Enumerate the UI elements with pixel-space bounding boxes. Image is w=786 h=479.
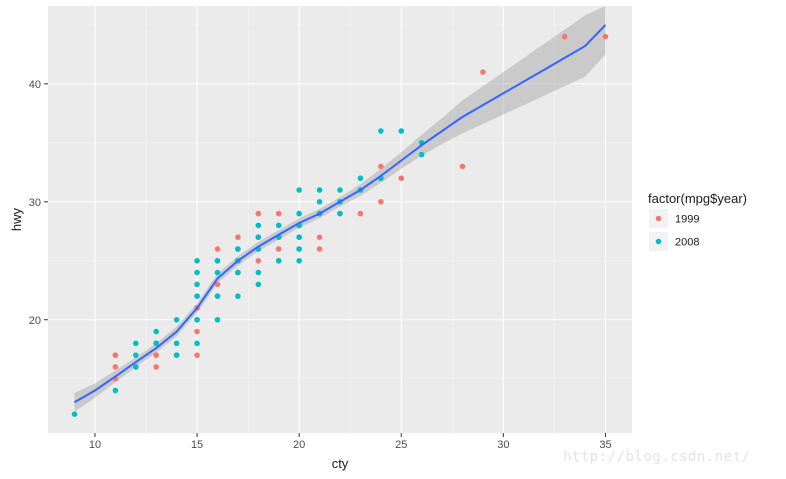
y-axis: 20 30 40 — [29, 79, 48, 327]
point-2008 — [153, 328, 160, 335]
point-1999 — [459, 163, 466, 170]
point-1999 — [255, 210, 262, 217]
x-axis: 10 15 20 25 30 35 — [89, 433, 612, 451]
point-1999 — [480, 69, 486, 75]
point-2008 — [235, 293, 241, 299]
point-1999 — [398, 175, 405, 182]
point-2008 — [133, 340, 139, 347]
point-2008 — [153, 340, 160, 347]
legend-label-1999: 1999 — [675, 214, 699, 226]
watermark-text: http://blog.csdn.net/ — [563, 449, 751, 465]
point-2008 — [235, 269, 241, 276]
points-layer — [71, 33, 609, 417]
point-1999 — [194, 328, 200, 335]
point-2008 — [296, 257, 302, 264]
point-2008 — [337, 210, 343, 217]
point-1999 — [316, 246, 323, 252]
legend: factor(mpg$year) 1999 2008 — [648, 191, 747, 251]
x-tick-label: 30 — [497, 439, 509, 451]
point-2008 — [255, 281, 262, 288]
smooth-line-layer — [74, 24, 607, 404]
point-2008 — [112, 387, 119, 394]
point-2008 — [418, 151, 425, 158]
legend-swatch-1999 — [655, 215, 662, 222]
point-2008 — [194, 293, 200, 299]
plot-panel — [48, 6, 632, 433]
x-tick-label: 15 — [191, 439, 203, 451]
smooth-ribbon — [74, 6, 606, 412]
y-tick-label: 20 — [29, 315, 41, 327]
point-2008 — [296, 246, 302, 252]
point-1999 — [357, 210, 364, 217]
legend-items: 1999 2008 — [649, 209, 699, 251]
point-1999 — [316, 234, 323, 240]
point-2008 — [378, 128, 384, 134]
x-tick-label: 10 — [89, 439, 101, 451]
point-2008 — [173, 316, 180, 323]
point-1999 — [378, 163, 384, 170]
point-2008 — [194, 269, 200, 276]
grid-minor — [48, 6, 632, 433]
point-2008 — [235, 246, 241, 252]
point-2008 — [194, 281, 200, 288]
point-2008 — [214, 257, 221, 264]
point-2008 — [296, 234, 302, 240]
point-2008 — [255, 269, 262, 276]
point-1999 — [153, 364, 160, 370]
legend-label-2008: 2008 — [675, 237, 699, 249]
y-tick-label: 40 — [29, 79, 41, 91]
smooth-line — [74, 24, 607, 404]
point-1999 — [194, 352, 200, 358]
point-2008 — [275, 222, 282, 229]
point-1999 — [153, 352, 160, 358]
x-tick-label: 20 — [293, 439, 305, 451]
point-1999 — [255, 257, 262, 264]
point-1999 — [561, 33, 568, 40]
point-1999 — [378, 199, 384, 205]
point-2008 — [194, 316, 200, 323]
smooth-confidence-band — [74, 6, 606, 412]
point-2008 — [133, 352, 139, 358]
point-2008 — [337, 187, 343, 193]
point-2008 — [214, 316, 221, 323]
point-2008 — [316, 199, 323, 205]
y-axis-title: hwy — [9, 207, 24, 231]
x-tick-label: 25 — [395, 439, 407, 451]
point-1999 — [214, 246, 221, 252]
point-2008 — [194, 340, 200, 347]
point-2008 — [173, 352, 180, 358]
legend-swatch-2008 — [655, 238, 662, 245]
y-tick-label: 30 — [29, 197, 41, 209]
point-2008 — [398, 128, 405, 134]
point-2008 — [296, 210, 302, 217]
point-1999 — [275, 246, 282, 252]
point-2008 — [255, 222, 262, 229]
point-2008 — [255, 234, 262, 240]
point-1999 — [235, 234, 241, 240]
legend-title: factor(mpg$year) — [648, 191, 747, 206]
point-2008 — [133, 364, 139, 370]
x-axis-title: cty — [332, 456, 349, 471]
point-2008 — [194, 257, 200, 264]
point-2008 — [357, 175, 364, 182]
point-2008 — [173, 340, 180, 347]
point-1999 — [112, 352, 119, 358]
point-1999 — [602, 33, 609, 40]
point-1999 — [112, 364, 119, 370]
point-2008 — [296, 187, 302, 193]
point-2008 — [214, 269, 221, 276]
x-tick-label: 35 — [599, 439, 611, 451]
point-1999 — [214, 281, 221, 288]
point-2008 — [71, 411, 78, 417]
point-2008 — [214, 293, 221, 299]
point-1999 — [275, 210, 282, 217]
grid-major — [48, 6, 632, 433]
point-2008 — [316, 187, 323, 193]
point-2008 — [275, 257, 282, 264]
